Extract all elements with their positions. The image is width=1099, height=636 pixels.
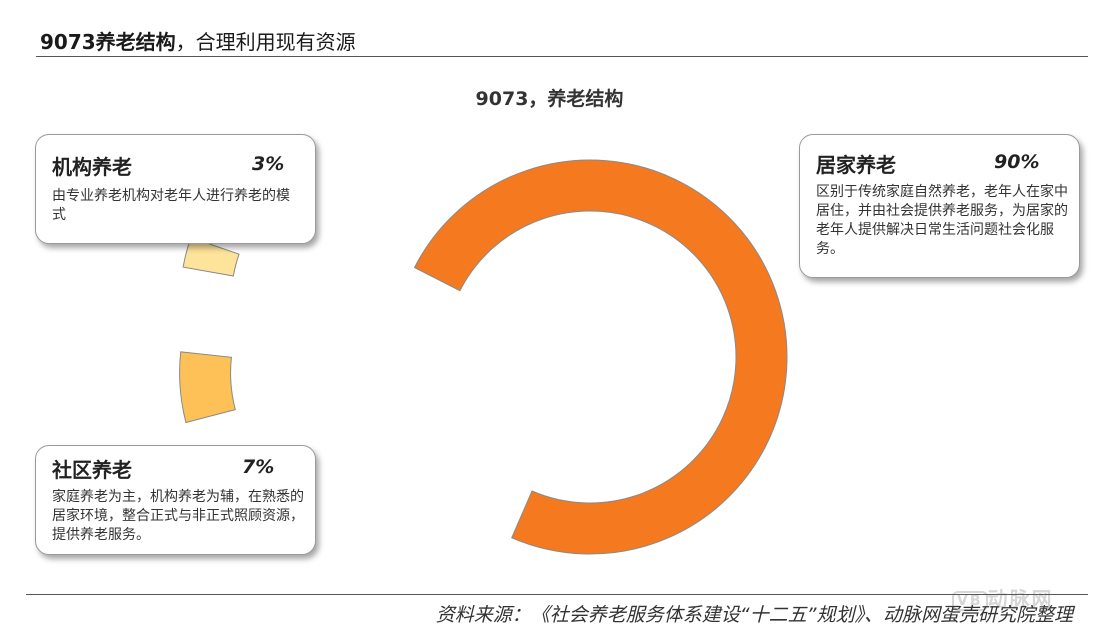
callout-institution: 机构养老 3% 由专业养老机构对老年人进行养老的模式 xyxy=(35,134,316,244)
page-title: 9073养老结构，合理利用现有资源 xyxy=(40,26,356,55)
callout-community-desc: 家庭养老为主，机构养老为辅，在熟悉的居家环境，整合正式与非正式照顾资源，提供养老… xyxy=(52,489,304,543)
callout-institution-desc: 由专业养老机构对老年人进行养老的模式 xyxy=(52,188,290,223)
page-title-bold: 9073养老结构 xyxy=(40,30,176,54)
donut-slice-community xyxy=(179,351,236,424)
callout-institution-name: 机构养老 xyxy=(52,155,132,179)
source-note: 资料来源：《社会养老服务体系建设“十二五”规划》、动脉网蛋壳研究院整理 xyxy=(435,604,1073,626)
callout-home-desc: 区别于传统家庭自然养老，老年人在家中居住，并由社会提供养老服务，为居家的老年人提… xyxy=(816,184,1068,257)
page-title-rest: ，合理利用现有资源 xyxy=(175,30,356,54)
callout-institution-percent: 3% xyxy=(252,153,285,175)
donut-slices xyxy=(179,159,788,555)
header-divider xyxy=(36,56,1088,57)
chart-title: 9073，养老结构 xyxy=(475,88,624,110)
donut-slice-institution xyxy=(182,236,240,277)
callout-community-percent: 7% xyxy=(242,456,275,478)
callout-home-name: 居家养老 xyxy=(816,153,896,177)
donut-slice-home xyxy=(413,159,788,555)
callout-community-name: 社区养老 xyxy=(52,458,132,482)
callout-home: 居家养老 90% 区别于传统家庭自然养老，老年人在家中居住，并由社会提供养老服务… xyxy=(799,134,1080,278)
watermark-text: 动脉网 xyxy=(987,587,1054,611)
watermark-logo: VB xyxy=(952,590,988,611)
callout-home-percent: 90% xyxy=(994,151,1040,173)
callout-community: 社区养老 7% 家庭养老为主，机构养老为辅，在熟悉的居家环境，整合正式与非正式照… xyxy=(35,445,316,555)
watermark: VB 动脉网 xyxy=(952,583,1054,612)
footer-divider xyxy=(26,594,1088,595)
